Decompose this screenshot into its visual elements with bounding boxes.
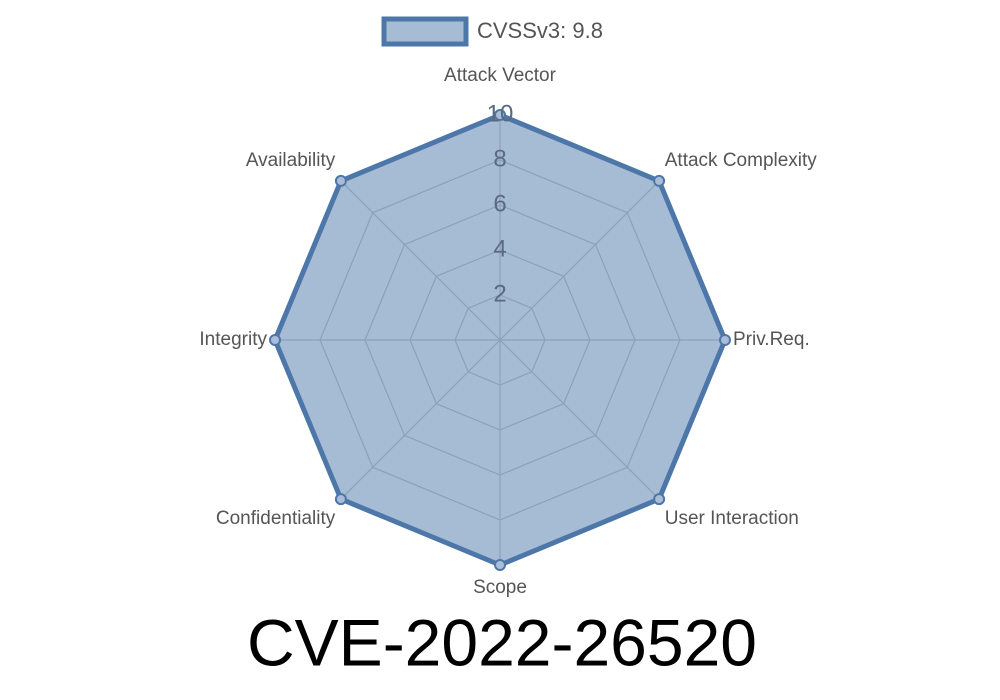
data-point [653,174,666,187]
r-tick-label: 2 [493,280,506,307]
category-label: Availability [246,150,336,171]
r-tick-label: 4 [493,235,506,262]
category-label: Confidentiality [216,508,336,529]
r-tick-label: 6 [493,190,506,217]
category-label: Attack Vector [444,65,557,86]
legend-label: CVSSv3: 9.8 [477,18,603,43]
r-tick-label: 8 [493,145,506,172]
legend-swatch [381,16,469,47]
data-point [494,109,506,121]
category-label: Integrity [199,329,267,350]
category-label: User Interaction [665,508,799,529]
category-label: Priv.Req. [733,329,810,350]
category-label: Scope [473,577,527,598]
data-point [334,174,347,187]
legend: CVSSv3: 9.8 [381,16,603,47]
r-tick-label: 10 [487,100,514,127]
data-point [719,334,731,346]
data-point [269,334,281,346]
data-point [653,493,666,506]
chart-title: CVE-2022-26520 [247,605,757,679]
data-point [334,493,347,506]
category-label: Attack Complexity [665,150,818,171]
plot-area [269,109,731,571]
data-point [494,559,506,571]
labels: 2 4 6 8 10 Attack Vector Attack Complexity Priv… [199,65,817,598]
